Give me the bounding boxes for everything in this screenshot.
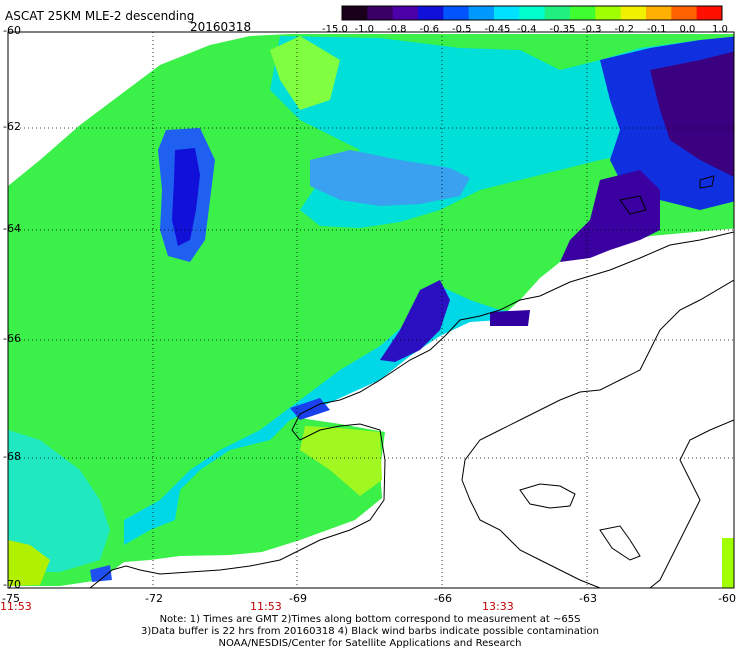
map-title: ASCAT 25KM MLE-2 descending: [5, 9, 195, 23]
latitude-label: -66: [3, 332, 21, 345]
latitude-label: -70: [3, 578, 21, 591]
data-field-light-green-south: [300, 426, 382, 496]
colorbar-swatch: [392, 6, 419, 20]
latitude-label: -60: [3, 24, 21, 37]
data-field-blue-sw: [90, 565, 112, 582]
colorbar-label: -1.0: [354, 24, 375, 35]
data-field-cyan-southwest: [8, 430, 110, 572]
map-panel-border: [7, 31, 735, 589]
colorbar-label: 0.0: [679, 24, 696, 35]
time-label: 13:33: [482, 600, 514, 613]
colorbar-swatch: [595, 6, 622, 20]
colorbar-swatch: [620, 6, 647, 20]
colorbar-swatch: [443, 6, 470, 20]
colorbar-swatch: [544, 6, 571, 20]
colorbar: [341, 5, 723, 21]
colorbar-swatch: [671, 6, 698, 20]
note-line-1: Note: 1) Times are GMT 2)Times along bot…: [159, 614, 581, 625]
colorbar-label: -15.0: [322, 24, 348, 35]
colorbar-swatch: [468, 6, 495, 20]
latitude-label: -64: [3, 222, 21, 235]
colorbar-label: -0.45: [484, 24, 511, 35]
data-field-blue-band: [310, 150, 470, 206]
colorbar-label: -0.2: [614, 24, 635, 35]
colorbar-label: -0.6: [419, 24, 440, 35]
wind-data-field: [8, 34, 734, 588]
longitude-label: -72: [145, 592, 163, 605]
colorbar-label: -0.8: [387, 24, 407, 35]
colorbar-swatch: [696, 6, 723, 20]
colorbar-swatch: [570, 6, 596, 20]
data-field-blue-west-core: [172, 148, 200, 246]
colorbar-swatch: [519, 6, 546, 20]
note-line-2: 3)Data buffer is 22 hrs from 20160318 4)…: [141, 626, 599, 637]
data-field-indigo-mid: [380, 280, 450, 362]
longitude-label: -63: [579, 592, 597, 605]
colorbar-swatch: [646, 6, 672, 20]
data-field-indigo-small: [490, 310, 530, 326]
colorbar-border: [341, 5, 723, 21]
latitude-label: -62: [3, 120, 21, 133]
data-field-light-green: [270, 36, 340, 110]
colorbar-label: -0.1: [647, 24, 667, 35]
colorbar-swatch: [494, 6, 520, 20]
data-field-indigo-ne: [650, 51, 734, 177]
colorbar-swatch: [418, 6, 444, 20]
time-label: 11:53: [0, 600, 32, 613]
longitude-label: -66: [434, 592, 452, 605]
colorbar-label: -0.4: [517, 24, 537, 35]
coastlines: [89, 175, 734, 588]
data-field-east-patch: [722, 538, 734, 588]
latitude-label: -68: [3, 450, 21, 463]
colorbar-swatch: [342, 6, 368, 20]
longitude-label: -75: [2, 592, 20, 605]
colorbar-label: -0.35: [549, 24, 576, 35]
graticule: [8, 32, 734, 588]
data-field-cyan-coast: [124, 286, 520, 545]
longitude-label: -69: [289, 592, 307, 605]
data-field-indigo-coast: [560, 170, 660, 262]
colorbar-label: 1.0: [712, 24, 728, 35]
colorbar-label: -0.5: [452, 24, 472, 35]
map-date: 20160318: [190, 20, 252, 34]
footnotes: Note: 1) Times are GMT 2)Times along bot…: [0, 614, 740, 650]
note-line-3: NOAA/NESDIS/Center for Satellite Applica…: [218, 638, 522, 649]
data-field-yellowgreen-sw: [8, 540, 50, 586]
longitude-label: -60: [718, 592, 736, 605]
colorbar-swatch: [367, 6, 394, 20]
time-label: 11:53: [250, 600, 282, 613]
colorbar-label: -0.3: [582, 24, 602, 35]
